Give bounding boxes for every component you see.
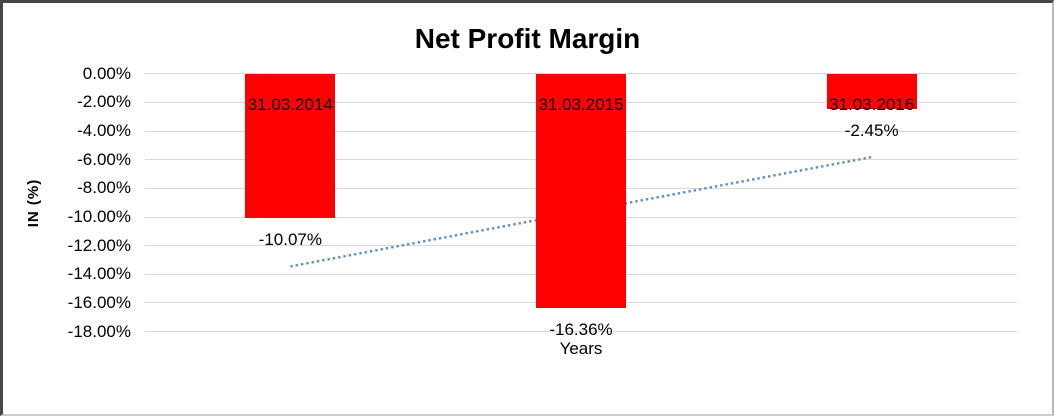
y-tick-label: -6.00% (77, 149, 131, 169)
y-tick-label: 0.00% (82, 63, 131, 83)
chart-title: Net Profit Margin (414, 23, 641, 54)
y-tick-label: -14.00% (67, 264, 131, 284)
gridline (145, 331, 1017, 333)
bar-category-label: 31.03.2016 (829, 94, 915, 114)
y-tick-label: -18.00% (67, 321, 131, 341)
bar-value-label: -10.07% (258, 230, 322, 249)
y-tick-label: -12.00% (67, 235, 131, 255)
bar (826, 73, 917, 109)
bar-category-label: 31.03.2014 (247, 94, 333, 114)
bar-category-label: 31.03.2015 (538, 94, 624, 114)
y-tick-label: -2.00% (77, 92, 131, 112)
bar (245, 73, 336, 218)
trendline (290, 155, 872, 268)
y-tick-label: -16.00% (67, 292, 131, 312)
bar-value-label: -2.45% (844, 120, 899, 140)
y-tick-label: -10.00% (67, 207, 131, 226)
x-axis-title: Years (559, 339, 603, 358)
y-tick-label: -8.00% (77, 178, 131, 198)
trendline-layer (290, 155, 872, 268)
y-tick-label: -4.00% (77, 121, 131, 141)
bar-value-label: -16.36% (549, 320, 613, 340)
bar (536, 73, 626, 309)
